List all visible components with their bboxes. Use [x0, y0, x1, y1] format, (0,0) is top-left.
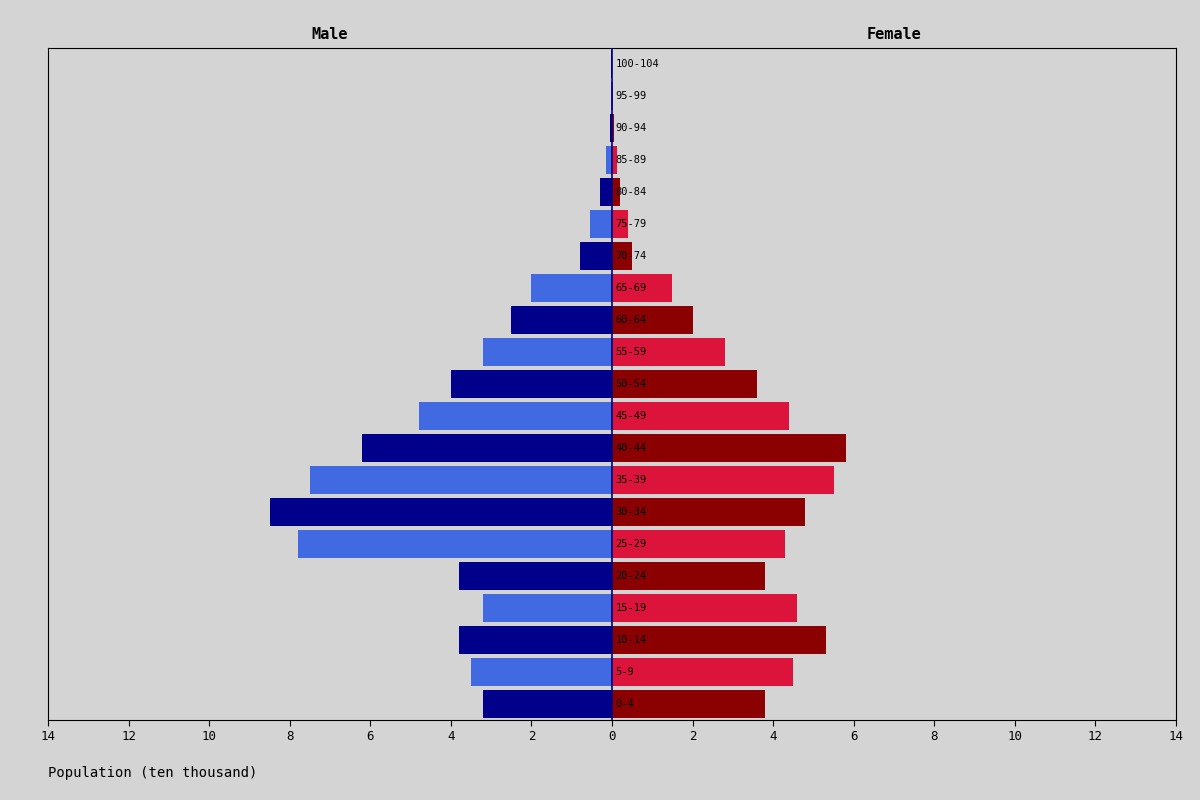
Bar [612, 242, 632, 270]
Text: 95-99: 95-99 [616, 91, 647, 101]
Bar [612, 306, 692, 334]
Text: 25-29: 25-29 [616, 539, 647, 549]
Bar [484, 338, 612, 366]
Bar [458, 562, 612, 590]
Text: 80-84: 80-84 [616, 187, 647, 197]
Bar [612, 370, 757, 398]
Text: 70-74: 70-74 [616, 251, 647, 261]
Bar [612, 530, 785, 558]
Text: 15-19: 15-19 [616, 603, 647, 613]
Bar [612, 690, 766, 718]
Text: 85-89: 85-89 [616, 155, 647, 165]
Text: 20-24: 20-24 [616, 571, 647, 581]
Bar [612, 402, 790, 430]
Bar [590, 210, 612, 238]
Bar [612, 434, 846, 462]
Bar [470, 658, 612, 686]
Text: Male: Male [312, 26, 348, 42]
Bar [612, 274, 672, 302]
Bar [298, 530, 612, 558]
Bar [610, 114, 612, 142]
Text: 5-9: 5-9 [616, 667, 634, 677]
Text: 65-69: 65-69 [616, 283, 647, 293]
Bar [611, 82, 612, 110]
Bar [606, 146, 612, 174]
Text: 100-104: 100-104 [616, 59, 659, 69]
Text: 10-14: 10-14 [616, 635, 647, 645]
Bar [600, 178, 612, 206]
Bar [612, 146, 617, 174]
Text: 45-49: 45-49 [616, 411, 647, 421]
Bar [532, 274, 612, 302]
Bar [612, 562, 766, 590]
Bar [580, 242, 612, 270]
Bar [270, 498, 612, 526]
Bar [612, 338, 725, 366]
Text: 40-44: 40-44 [616, 443, 647, 453]
Text: 60-64: 60-64 [616, 315, 647, 325]
Bar [612, 466, 834, 494]
Bar [484, 594, 612, 622]
Bar [612, 210, 628, 238]
Bar [612, 114, 613, 142]
Bar [451, 370, 612, 398]
Text: Female: Female [866, 26, 922, 42]
Text: 30-34: 30-34 [616, 507, 647, 517]
Bar [310, 466, 612, 494]
Bar [362, 434, 612, 462]
Bar [458, 626, 612, 654]
Text: 90-94: 90-94 [616, 123, 647, 133]
Bar [612, 658, 793, 686]
Text: Population (ten thousand): Population (ten thousand) [48, 766, 257, 780]
Text: 35-39: 35-39 [616, 475, 647, 485]
Text: 75-79: 75-79 [616, 219, 647, 229]
Bar [612, 594, 797, 622]
Bar [612, 178, 620, 206]
Text: 55-59: 55-59 [616, 347, 647, 357]
Bar [419, 402, 612, 430]
Text: 50-54: 50-54 [616, 379, 647, 389]
Bar [612, 498, 805, 526]
Bar [612, 626, 826, 654]
Bar [511, 306, 612, 334]
Text: 0-4: 0-4 [616, 699, 634, 709]
Bar [484, 690, 612, 718]
